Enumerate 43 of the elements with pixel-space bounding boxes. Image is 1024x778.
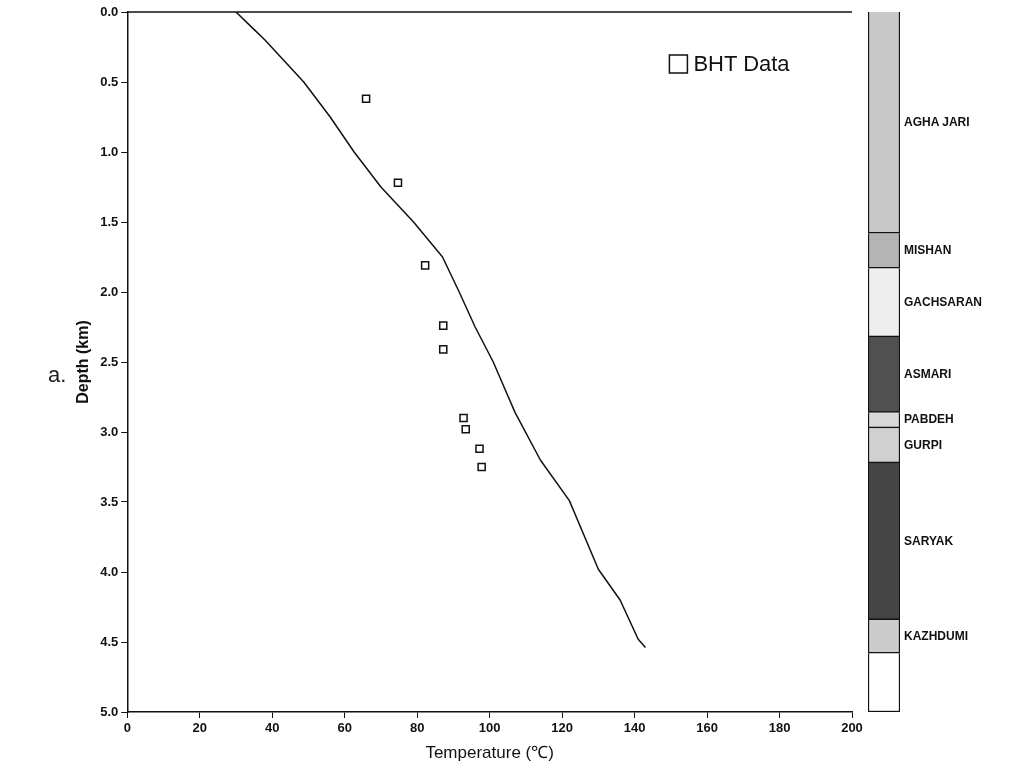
x-tick-label: 60 — [337, 720, 352, 736]
series-label: KAZHDUMI — [904, 628, 968, 643]
point — [459, 413, 468, 423]
series-label: MISHAN — [904, 243, 952, 258]
y-tick-label: 0.0 — [100, 3, 119, 19]
x-tick-label: 0 — [123, 720, 131, 736]
point — [475, 444, 484, 454]
series-label: AGHA JARI — [904, 114, 970, 129]
point — [461, 424, 471, 434]
x-tick-label: 80 — [409, 720, 425, 736]
point — [438, 321, 448, 330]
series-label: ASMARI — [904, 366, 952, 381]
y-tick-label: 1.0 — [100, 143, 119, 159]
x-tick-label: 100 — [478, 720, 501, 736]
x-tick-label: 20 — [192, 720, 207, 736]
y-tick-label: 3.0 — [100, 423, 119, 439]
text: a. — [48, 362, 67, 388]
y-tick-label: 2.0 — [100, 283, 119, 299]
x-axis-title: Temperature (℃) — [425, 743, 554, 763]
x-tick-label: 200 — [841, 720, 863, 736]
y-tick-label: 5.0 — [100, 703, 119, 719]
x-tick-label: 160 — [696, 720, 718, 736]
x-tick-label: 120 — [551, 720, 573, 736]
point — [477, 462, 486, 472]
series-label: GACHSARAN — [904, 294, 982, 309]
y-tick-label: 4.5 — [100, 633, 119, 649]
point — [393, 178, 403, 188]
x-tick-label: 40 — [264, 720, 280, 736]
y-tick-label: 1.5 — [100, 213, 119, 229]
series-label: SARYAK — [904, 533, 954, 548]
y-tick-label: 2.5 — [100, 353, 119, 369]
series-label: GURPI — [904, 437, 943, 452]
legend-label: BHT Data — [693, 51, 791, 77]
point — [361, 94, 371, 104]
point — [420, 261, 430, 270]
x-tick-label: 140 — [623, 720, 646, 736]
y-tick-label: 3.5 — [100, 493, 119, 509]
y-tick-label: 0.5 — [100, 73, 119, 89]
point — [438, 345, 448, 354]
series-label: PABDEH — [904, 412, 954, 427]
x-tick-label: 180 — [768, 720, 791, 736]
y-axis-title: Depth (km) — [74, 320, 92, 404]
y-tick-label: 4.0 — [100, 563, 119, 579]
